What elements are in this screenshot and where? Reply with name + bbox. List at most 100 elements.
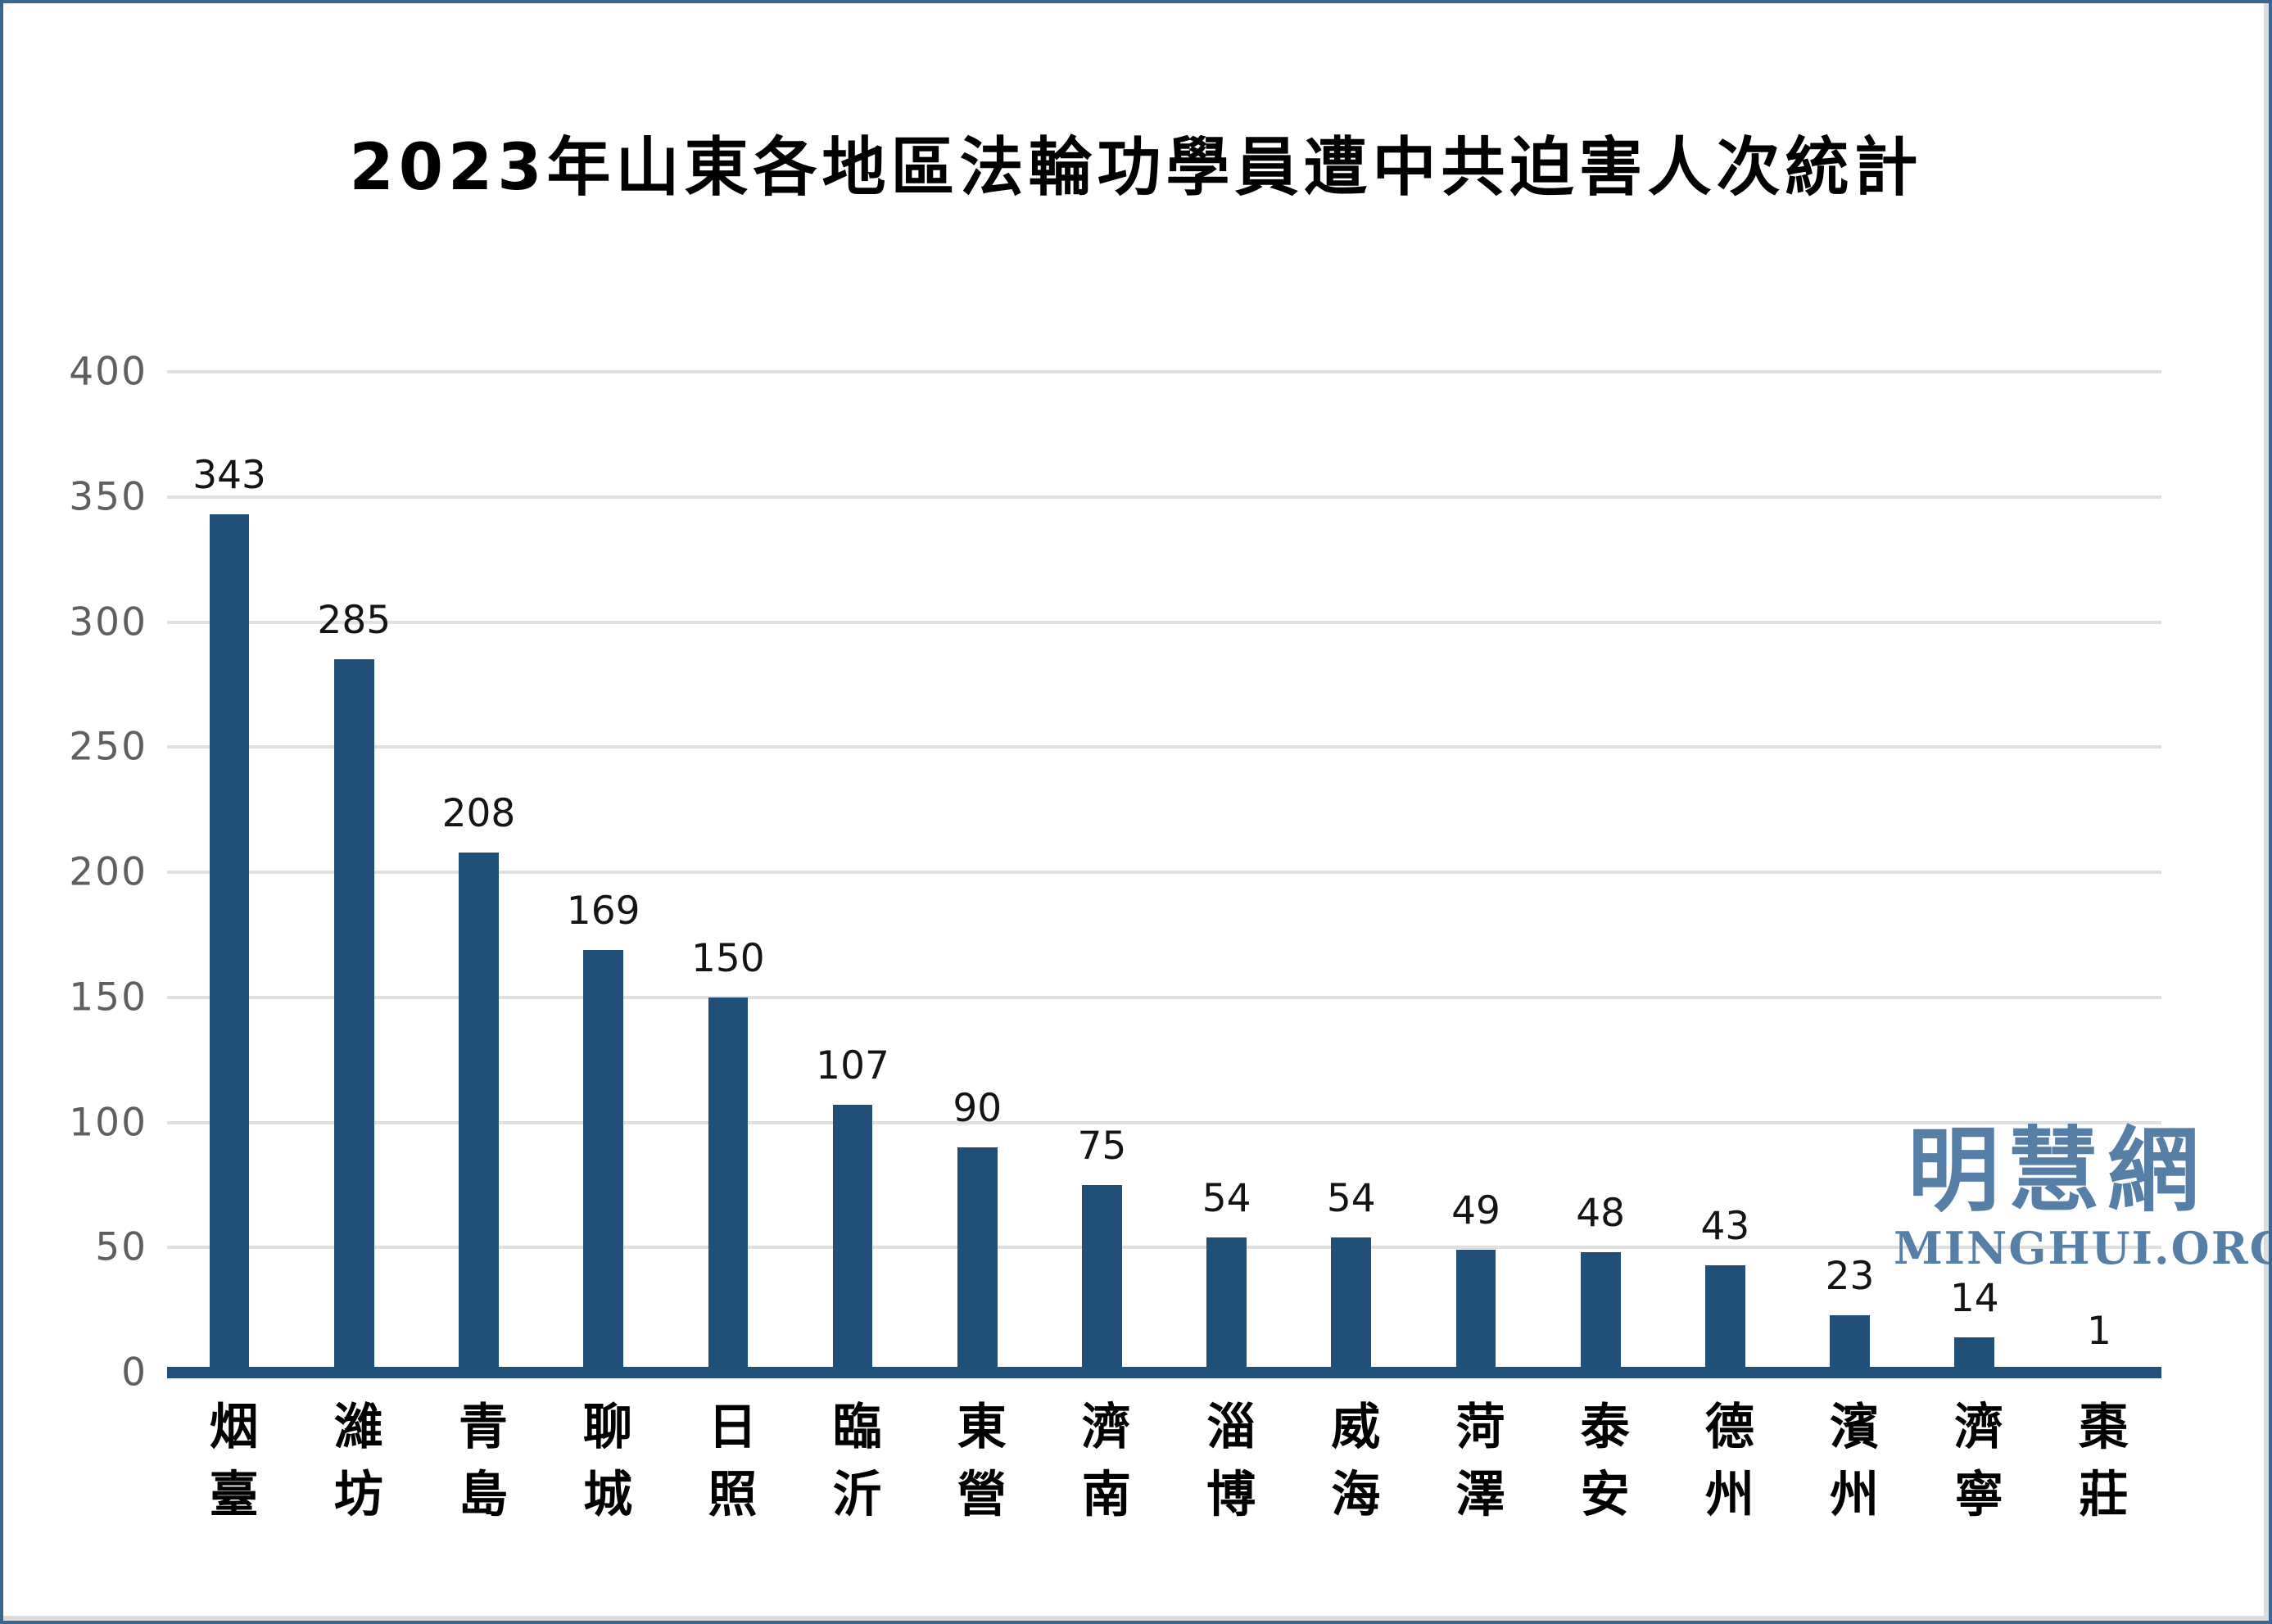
- x-category: 威海: [1289, 1400, 1414, 1536]
- bar: [209, 514, 250, 1373]
- gridline-150: [167, 995, 2161, 999]
- bar-column: 107: [790, 372, 915, 1373]
- y-tick-label-350: 350: [69, 474, 147, 520]
- x-category-label: 泰安: [1572, 1400, 1630, 1536]
- bar: [1954, 1337, 1995, 1373]
- y-tick-label-200: 200: [69, 849, 147, 895]
- bar-column: 48: [1538, 372, 1663, 1373]
- x-axis-category-labels: 烟臺 濰坊 青島 聊城 日照 臨沂 東營 濟南 淄博 威海 菏澤 泰安 德州 濱州 濟寧 棗莊: [167, 1400, 2161, 1536]
- bar-value-label: 169: [566, 888, 640, 934]
- x-category-label: 青島: [450, 1400, 508, 1536]
- bar: [1455, 1250, 1496, 1373]
- bars-container: 343 285 208 169 150 107 90 75 54 54 49 48 43 23 14 1: [167, 372, 2161, 1373]
- x-category: 聊城: [541, 1400, 666, 1536]
- x-category-label: 淄博: [1197, 1400, 1256, 1536]
- x-category-label: 日照: [699, 1400, 757, 1536]
- gridline-50: [167, 1246, 2161, 1250]
- bar-column: 169: [541, 372, 666, 1373]
- gridline-400: [167, 370, 2161, 373]
- bar-column: 208: [416, 372, 541, 1373]
- bar-column: 23: [1787, 372, 1912, 1373]
- x-category: 菏澤: [1414, 1400, 1538, 1536]
- y-tick-label-0: 0: [121, 1350, 147, 1396]
- bar-column: 75: [1039, 372, 1164, 1373]
- x-category: 濱州: [1787, 1400, 1912, 1536]
- x-category: 淄博: [1165, 1400, 1289, 1536]
- bar-value-label: 54: [1202, 1176, 1251, 1222]
- x-category-label: 東營: [948, 1400, 1007, 1536]
- gridline-100: [167, 1120, 2161, 1124]
- x-axis-line: [167, 1367, 2161, 1378]
- bar: [1705, 1264, 1745, 1373]
- bar-value-label: 107: [816, 1043, 889, 1089]
- x-category: 濟寧: [1912, 1400, 2037, 1536]
- x-category-label: 濟南: [1073, 1400, 1131, 1536]
- bar-value-label: 343: [192, 453, 266, 499]
- bar: [459, 852, 499, 1373]
- x-category-label: 聊城: [574, 1400, 632, 1536]
- x-category: 烟臺: [167, 1400, 292, 1536]
- bar: [1082, 1184, 1122, 1373]
- x-category: 濟南: [1039, 1400, 1164, 1536]
- x-category: 濰坊: [292, 1400, 416, 1536]
- x-category-label: 濰坊: [325, 1400, 383, 1536]
- chart-title: 2023年山東各地區法輪功學員遭中共迫害人次統計: [349, 131, 1923, 205]
- bar-value-label: 1: [2086, 1308, 2111, 1354]
- bar-column: 43: [1663, 372, 1787, 1373]
- x-category-label: 菏澤: [1446, 1400, 1505, 1536]
- x-category-label: 威海: [1322, 1400, 1380, 1536]
- bar: [1580, 1252, 1621, 1373]
- minghui-logo-latin: MINGHUI.ORG: [1894, 1221, 2272, 1274]
- bar-value-label: 75: [1077, 1123, 1127, 1169]
- y-tick-label-150: 150: [69, 975, 147, 1020]
- x-category: 德州: [1663, 1400, 1787, 1536]
- bar: [1331, 1237, 1372, 1373]
- bar: [957, 1147, 998, 1373]
- x-category-label: 棗莊: [2070, 1400, 2128, 1536]
- bar: [333, 659, 374, 1373]
- y-tick-label-50: 50: [95, 1224, 147, 1270]
- gridline-250: [167, 745, 2161, 749]
- bar-column: 49: [1414, 372, 1538, 1373]
- bar: [832, 1105, 873, 1373]
- bar: [1206, 1237, 1247, 1373]
- bar-value-label: 14: [1949, 1276, 1999, 1322]
- bar-column: 14: [1912, 372, 2037, 1373]
- bar-column: 343: [167, 372, 292, 1373]
- bar-value-label: 285: [317, 598, 391, 644]
- y-axis-tick-labels: 0 50 100 150 200 250 300 350 400: [41, 350, 147, 1396]
- x-category-label: 臨沂: [824, 1400, 882, 1536]
- x-category-label: 德州: [1696, 1400, 1754, 1536]
- x-category: 泰安: [1538, 1400, 1663, 1536]
- x-category: 青島: [416, 1400, 541, 1536]
- bar-value-label: 90: [953, 1086, 1002, 1132]
- x-category-label: 烟臺: [201, 1400, 259, 1536]
- minghui-watermark: 明慧網 MINGHUI.ORG: [1894, 1118, 2272, 1274]
- y-tick-label-400: 400: [69, 349, 147, 395]
- plot-area: 343 285 208 169 150 107 90 75 54 54 49 48 43 23 14 1: [167, 370, 2161, 1378]
- bar-value-label: 43: [1700, 1203, 1750, 1249]
- x-category: 東營: [915, 1400, 1039, 1536]
- bar-column: 54: [1165, 372, 1289, 1373]
- minghui-logo-cjk: 明慧網: [1908, 1118, 2207, 1224]
- y-tick-label-100: 100: [69, 1100, 147, 1145]
- bar-column: 150: [666, 372, 790, 1373]
- bar-column: 54: [1289, 372, 1414, 1373]
- x-category: 日照: [666, 1400, 790, 1536]
- gridline-200: [167, 871, 2161, 874]
- y-tick-label-250: 250: [69, 724, 147, 770]
- y-tick-label-300: 300: [69, 599, 147, 645]
- bar-value-label: 23: [1825, 1253, 1875, 1299]
- gridline-300: [167, 620, 2161, 624]
- bar-value-label: 208: [441, 790, 516, 836]
- gridline-350: [167, 495, 2161, 499]
- bar-value-label: 49: [1451, 1188, 1500, 1234]
- bar: [583, 949, 623, 1373]
- x-category: 棗莊: [2037, 1400, 2161, 1536]
- bar-value-label: 54: [1326, 1176, 1376, 1222]
- bar: [1830, 1314, 1870, 1373]
- bar: [708, 997, 749, 1373]
- x-category-label: 濱州: [1821, 1400, 1879, 1536]
- bar-value-label: 48: [1576, 1191, 1626, 1237]
- x-category: 臨沂: [790, 1400, 915, 1536]
